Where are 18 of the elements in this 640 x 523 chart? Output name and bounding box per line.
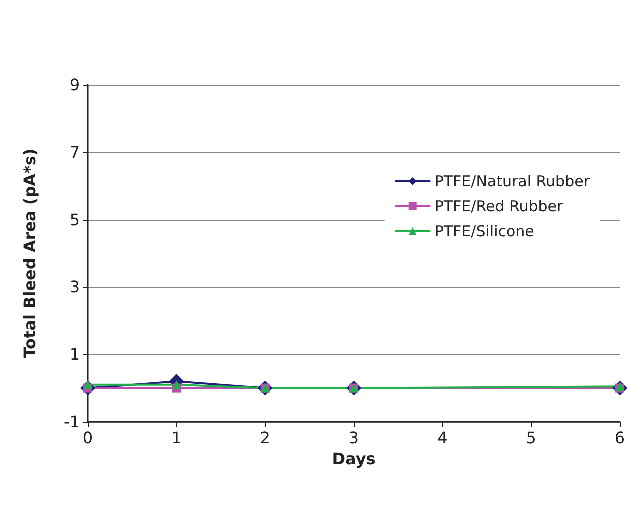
legend-label: PTFE/Silicone bbox=[434, 222, 534, 240]
y-tick-label: 3 bbox=[70, 278, 80, 297]
y-tick-label: 1 bbox=[70, 345, 80, 364]
y-tick-label: 9 bbox=[70, 76, 80, 94]
x-tick-label: 4 bbox=[438, 428, 448, 448]
x-tick-label: 2 bbox=[260, 428, 270, 448]
y-tick-label: 5 bbox=[70, 210, 80, 230]
y-tick-label: -1 bbox=[64, 412, 80, 432]
x-axis-title: Days bbox=[332, 449, 376, 468]
legend-label: PTFE/Natural Rubber bbox=[434, 172, 591, 190]
x-tick-label: 5 bbox=[526, 428, 536, 448]
x-tick-label: 0 bbox=[82, 428, 94, 448]
x-tick-label: 6 bbox=[614, 428, 626, 448]
legend-label: PTFE/Red Rubber bbox=[434, 198, 564, 216]
y-axis-title: Total Bleed Area (pA*s) bbox=[20, 148, 40, 358]
x-tick-label: 3 bbox=[348, 428, 360, 448]
y-tick-label: 7 bbox=[70, 142, 80, 162]
x-tick-label: 1 bbox=[172, 428, 182, 448]
